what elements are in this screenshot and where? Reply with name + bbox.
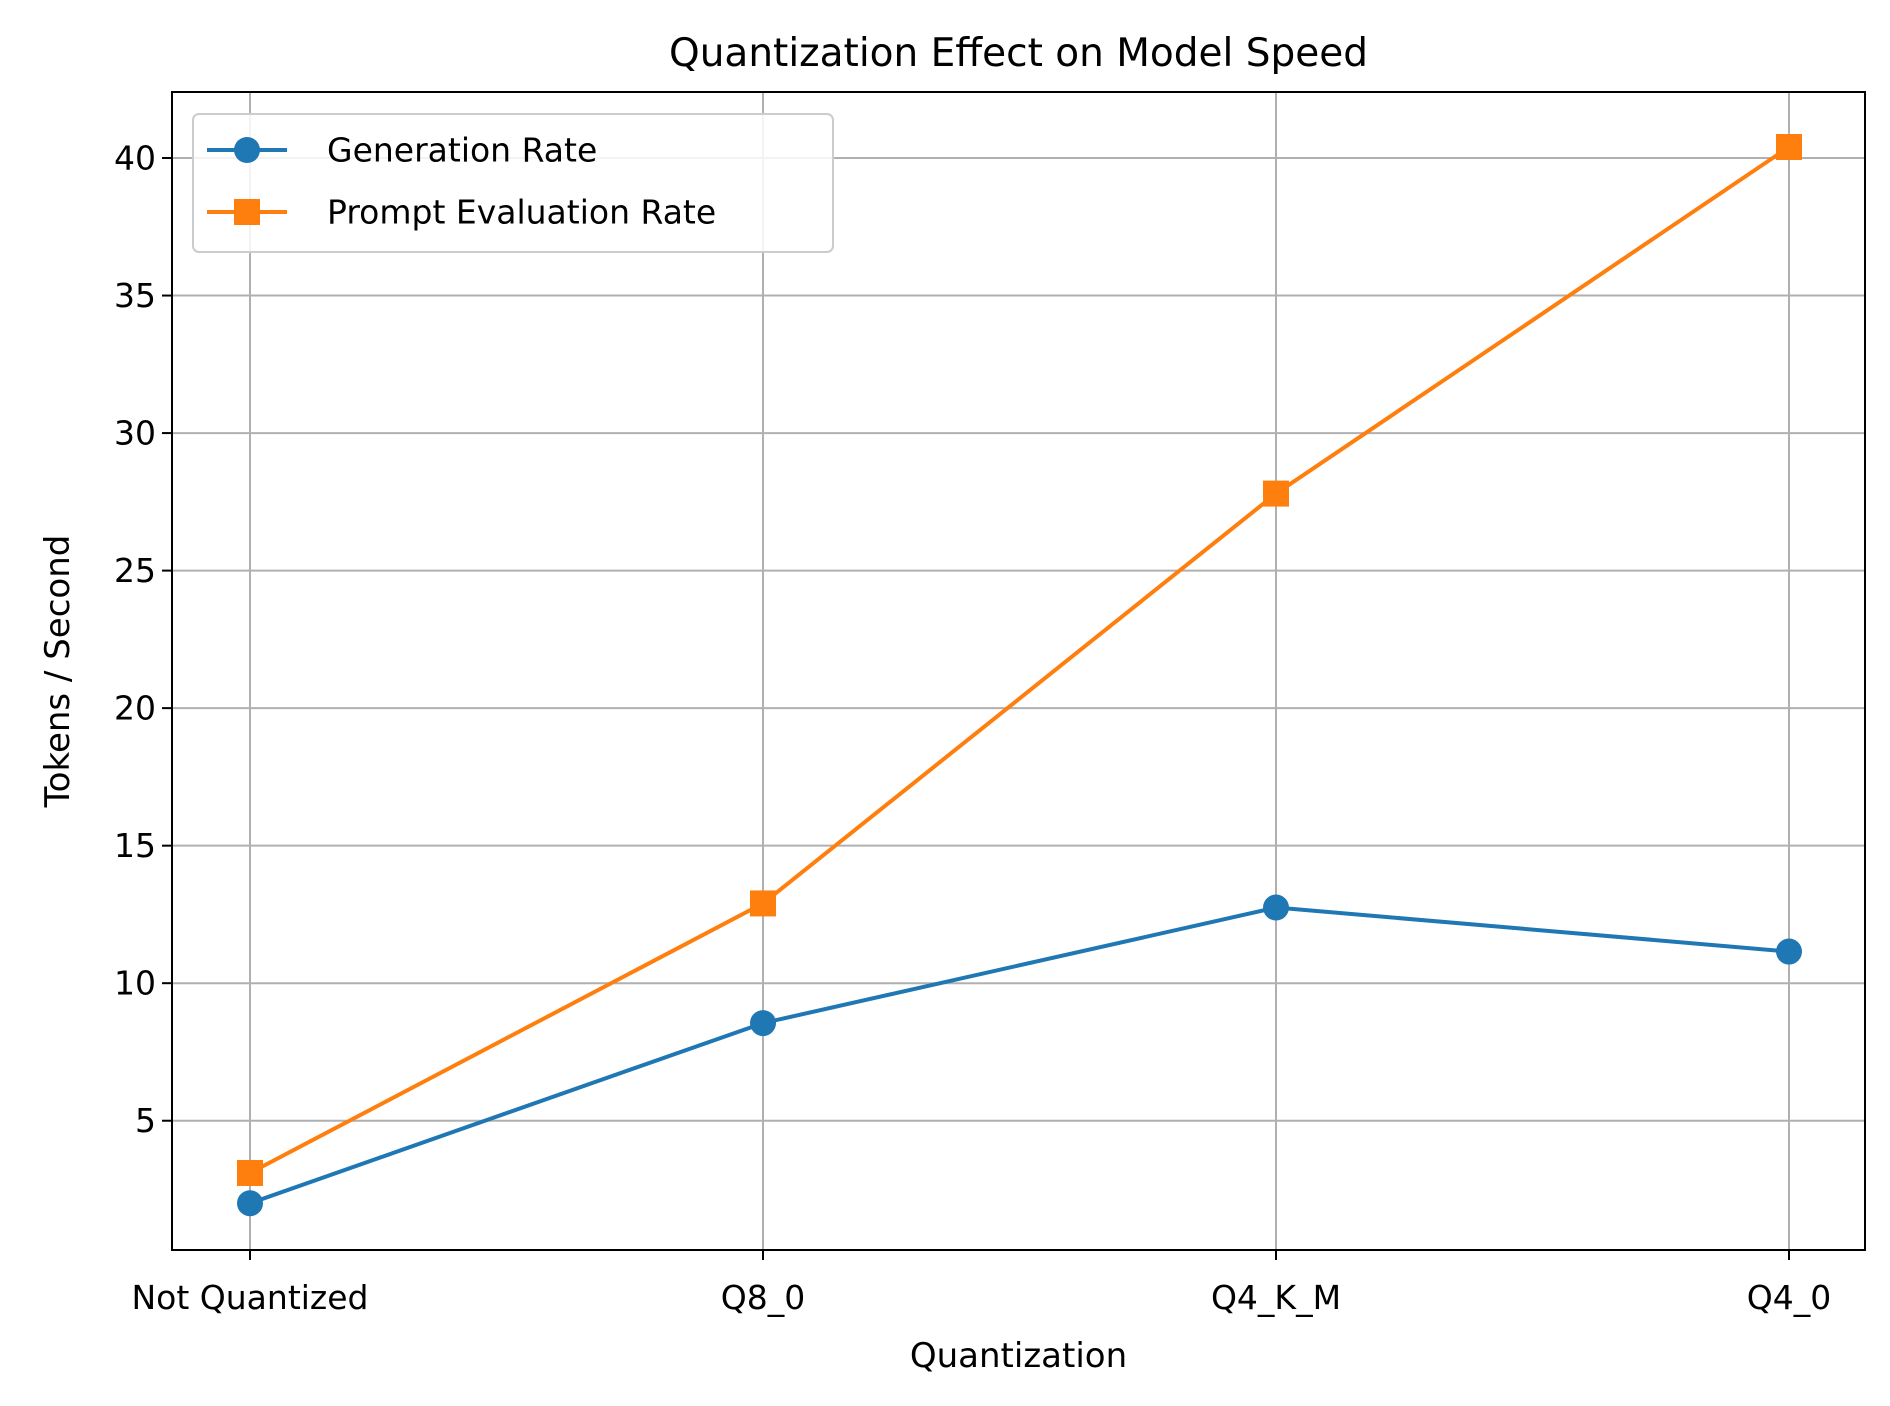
y-tick-label: 5	[135, 1101, 156, 1140]
x-tick-label: Not Quantized	[131, 1278, 368, 1317]
chart-title: Quantization Effect on Model Speed	[669, 31, 1368, 76]
data-point	[237, 1159, 263, 1186]
y-tick-label: 25	[114, 551, 156, 590]
data-point	[1263, 894, 1289, 921]
legend-label: Prompt Evaluation Rate	[327, 193, 716, 232]
legend-item: Generation Rate	[207, 131, 597, 170]
x-tick-label: Q4_0	[1747, 1278, 1831, 1317]
data-point	[750, 1010, 776, 1037]
y-tick-label: 40	[114, 139, 156, 178]
x-axis-label: Quantization	[910, 1336, 1127, 1376]
data-point	[237, 1190, 263, 1217]
series-generation-rate	[237, 894, 1802, 1217]
y-tick-label: 20	[114, 689, 156, 728]
y-tick-label: 35	[114, 276, 156, 315]
y-tick-label: 10	[114, 964, 156, 1003]
series-line	[249, 145, 1791, 1175]
legend: Generation Rate Prompt Evaluation Rate	[192, 113, 834, 253]
y-axis-label: Tokens / Second	[38, 535, 78, 809]
legend-marker	[234, 137, 260, 163]
y-tick-label: 30	[114, 414, 156, 453]
data-point	[1263, 480, 1289, 507]
series-layer	[237, 134, 1802, 1217]
y-tick-label: 15	[114, 826, 156, 865]
series-line	[249, 905, 1790, 1206]
x-tick-label: Q8_0	[721, 1278, 805, 1317]
data-point	[750, 890, 776, 917]
series-prompt-evaluation-rate	[237, 134, 1802, 1186]
data-point	[1776, 938, 1802, 965]
x-tick-label: Q4_K_M	[1211, 1278, 1341, 1317]
legend-item: Prompt Evaluation Rate	[207, 193, 716, 232]
data-point	[1776, 134, 1802, 161]
plot-frame	[171, 91, 1866, 1251]
legend-marker	[234, 199, 260, 225]
legend-box	[192, 113, 834, 253]
ticks: 5 10 15 20 25 30 35 40 Not Quantized Q8_0 Q4_K_M Q4…	[114, 139, 1831, 1317]
legend-label: Generation Rate	[327, 131, 597, 170]
